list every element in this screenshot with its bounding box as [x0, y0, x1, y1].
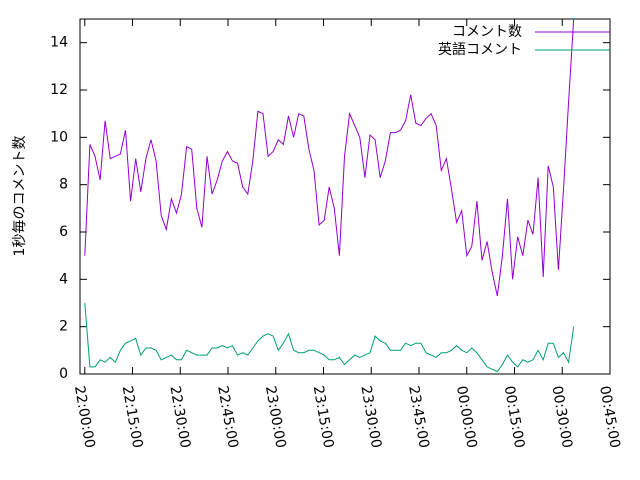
y-tick-label: 0: [59, 366, 68, 382]
y-tick-label: 10: [50, 129, 68, 145]
legend-label: 英語コメント: [438, 41, 522, 58]
x-tick-label: 00:15:00: [501, 385, 528, 450]
x-tick-label: 00:45:00: [596, 385, 623, 450]
x-tick-label: 00:00:00: [453, 385, 480, 450]
y-tick-label: 12: [50, 82, 68, 98]
x-tick-label: 22:00:00: [71, 385, 98, 450]
x-tick-label: 22:45:00: [214, 385, 241, 450]
x-tick-label: 23:45:00: [405, 385, 432, 450]
legend-label: コメント数: [452, 24, 522, 40]
plot-frame: [79, 18, 611, 375]
series-line: [84, 302, 575, 373]
y-tick-label: 8: [59, 177, 68, 193]
x-tick-label: 23:30:00: [357, 385, 384, 450]
y-tick-label: 2: [59, 319, 68, 335]
series-line: [84, 18, 575, 297]
x-tick-label: 23:15:00: [310, 385, 337, 450]
y-tick-label: 6: [59, 224, 68, 240]
x-tick-label: 22:30:00: [166, 385, 193, 450]
y-axis-label: 1秒毎のコメント数: [12, 136, 28, 257]
x-tick-label: 23:00:00: [262, 385, 289, 450]
y-tick-label: 4: [59, 271, 68, 287]
y-tick-label: 14: [50, 35, 68, 51]
x-tick-label: 00:30:00: [548, 385, 575, 450]
x-tick-label: 22:15:00: [119, 385, 146, 450]
